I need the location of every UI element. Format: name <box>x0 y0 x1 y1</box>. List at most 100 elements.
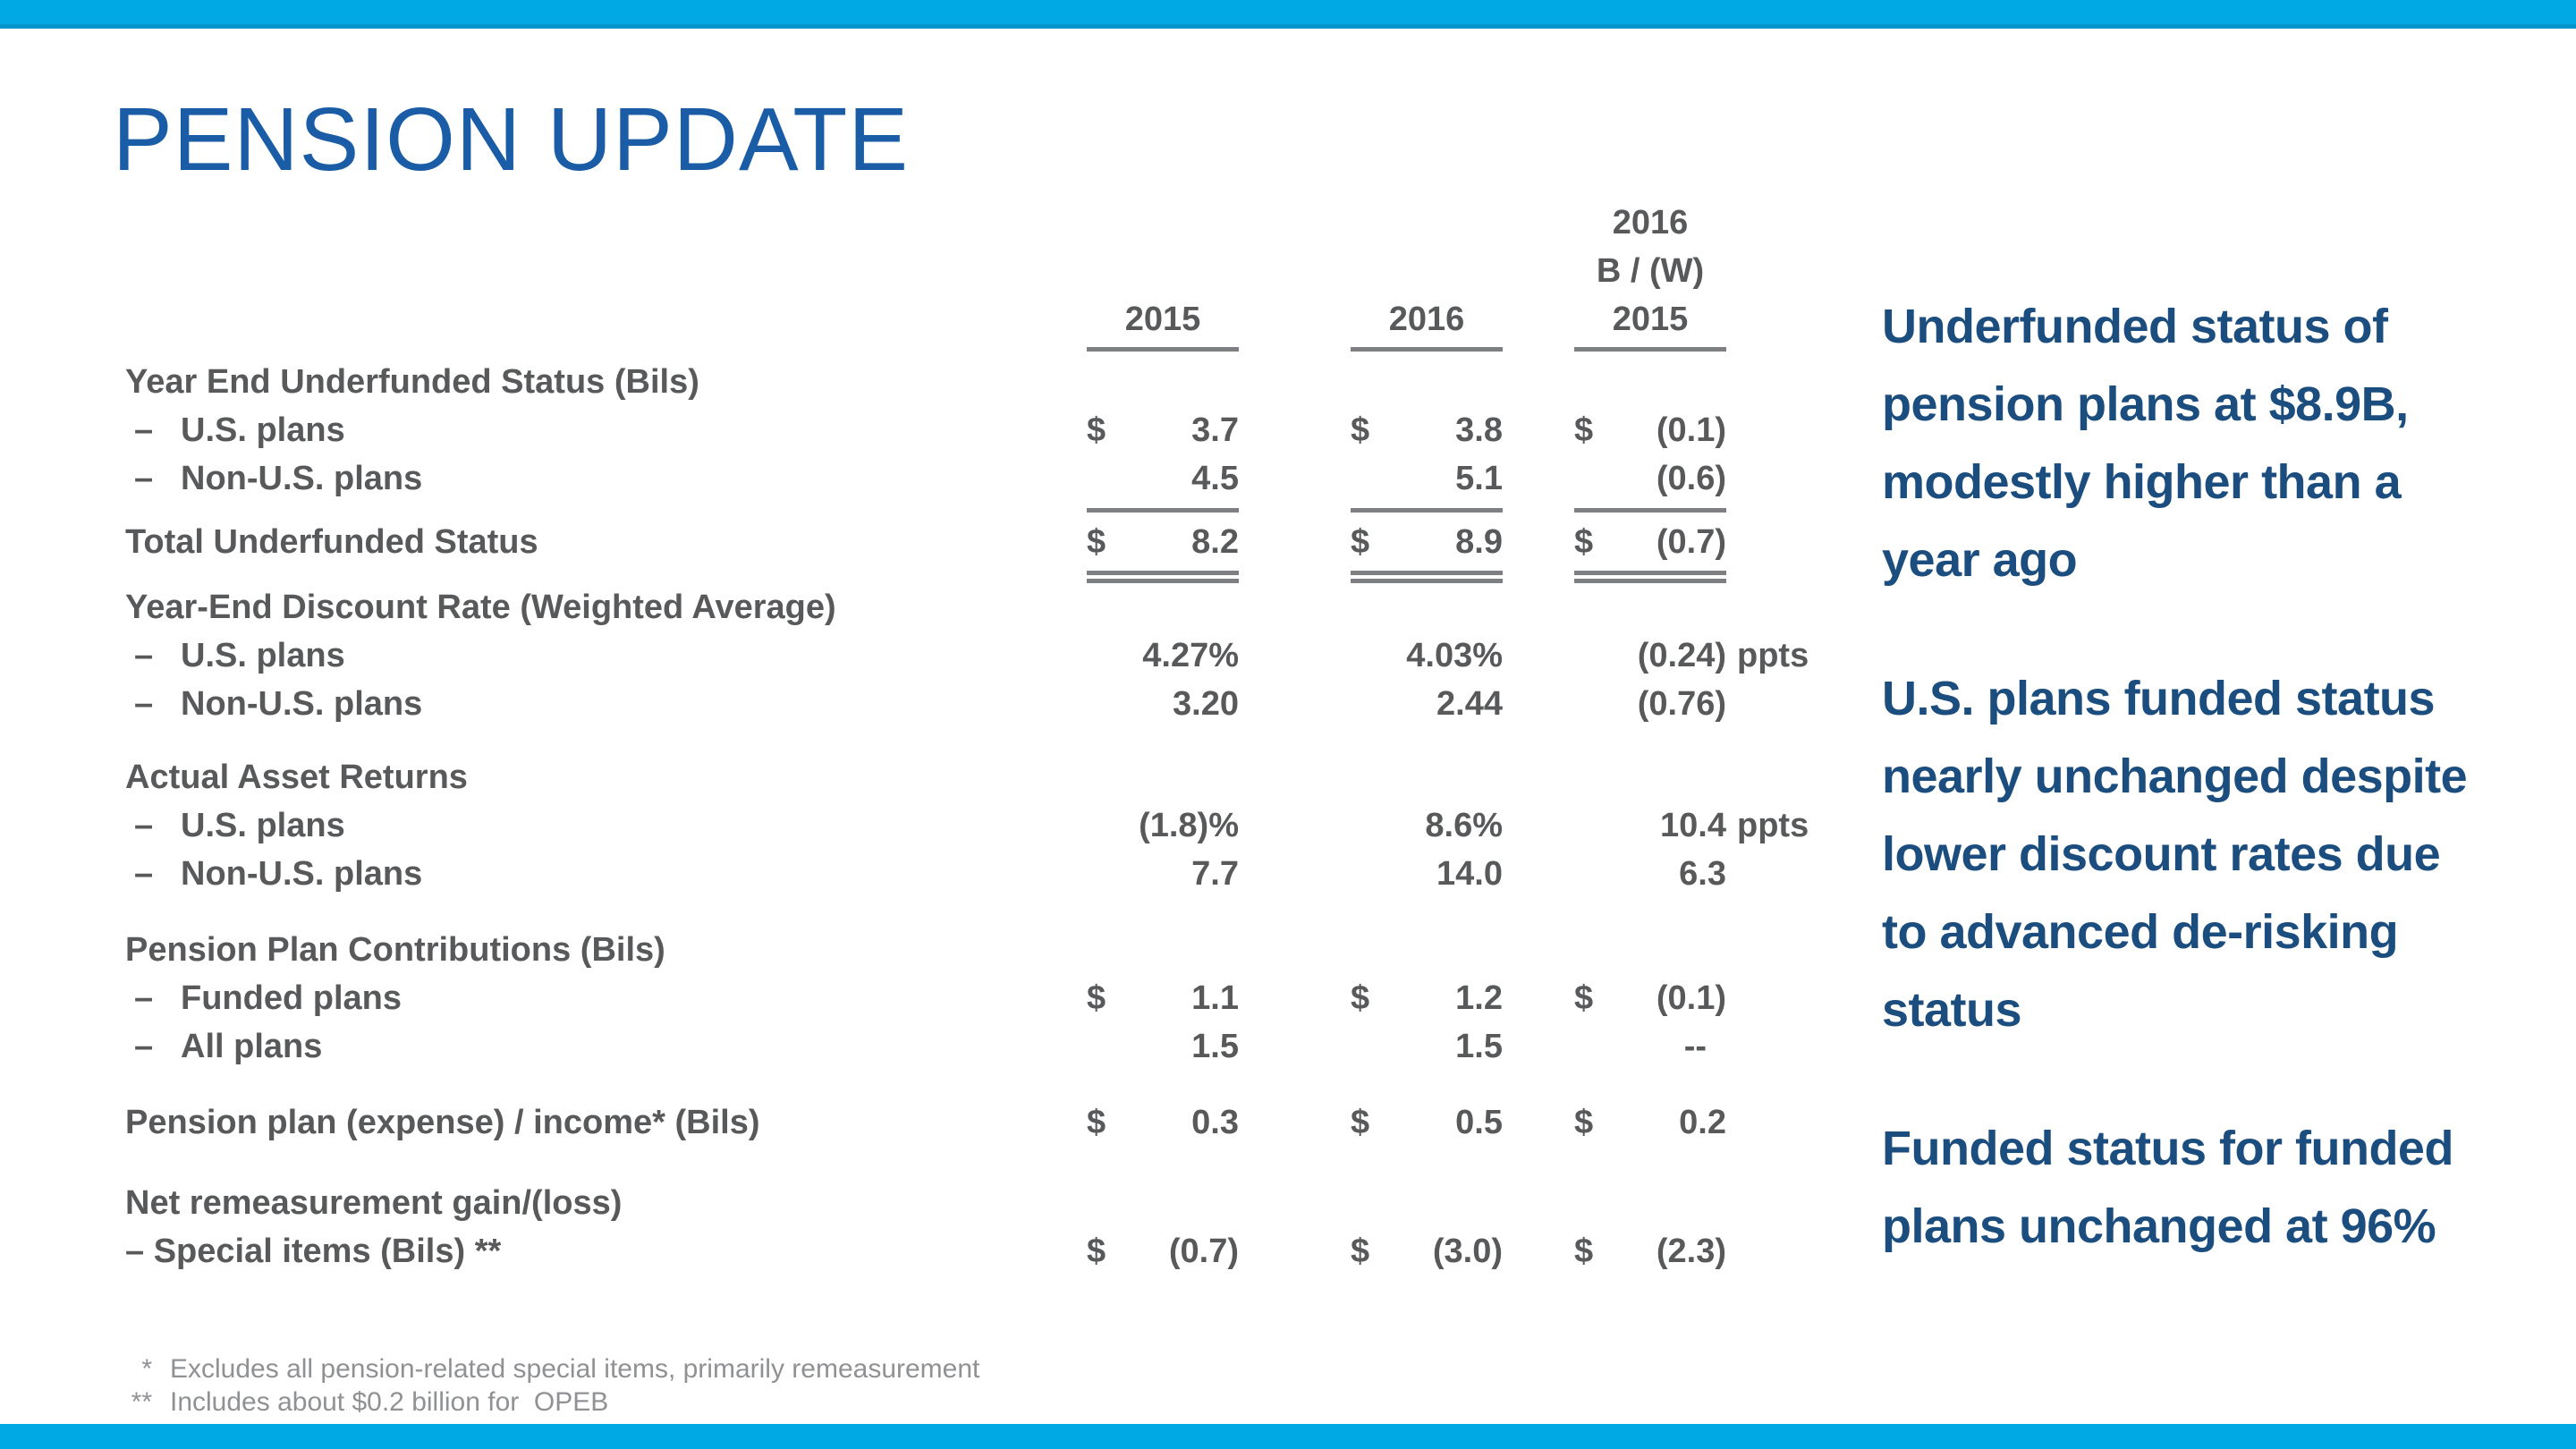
table-row: – All plans 1.5 1.5 -- <box>125 1022 1726 1071</box>
row-label: U.S. plans <box>181 411 345 449</box>
section-header-row: Year-End Discount Rate (Weighted Average… <box>125 583 1809 631</box>
cell-value: 3.8 <box>1455 411 1503 449</box>
row-label: All plans <box>181 1028 323 1065</box>
footnote-text: Excludes all pension-related special ite… <box>170 1354 980 1384</box>
cell-value: (0.24) <box>1637 637 1726 674</box>
table-row: – Funded plans $1.1 $1.2 $ (0.1) <box>125 974 1726 1022</box>
cell-value: 1.5 <box>1455 1028 1503 1065</box>
section-header-row: Actual Asset Returns <box>125 753 1809 801</box>
insight-funded-plans-96: Funded status for funded plans unchanged… <box>1882 1122 2453 1253</box>
unit-suffix: ppts <box>1737 637 1809 674</box>
dollar-sign: $ <box>1087 979 1106 1017</box>
row-dash: – <box>134 979 154 1017</box>
cell-2015: 4.5 <box>1087 454 1239 513</box>
row-label: Total Underfunded Status <box>125 523 538 561</box>
cell-2016: $ (3.0) <box>1351 1227 1503 1275</box>
cell-bw: $ (0.7) <box>1574 518 1726 583</box>
cell-bw: $ (2.3) <box>1574 1227 1726 1275</box>
cell-value: 8.6% <box>1425 807 1503 844</box>
table-row: Pension plan (expense) / income* (Bils) … <box>125 1098 1726 1147</box>
table-row: – Non-U.S. plans 3.20 2.44 (0.76) <box>125 680 1809 728</box>
footnote-marker: ** <box>131 1387 152 1417</box>
section-header-row: Pension Plan Contributions (Bils) <box>125 926 1726 974</box>
dollar-sign: $ <box>1574 979 1594 1017</box>
cell-value: (0.7) <box>1168 1233 1239 1270</box>
cell-value: 0.5 <box>1455 1104 1503 1141</box>
total-row: Total Underfunded Status $8.2 $8.9 $ (0.7… <box>125 518 1726 583</box>
unit-suffix: ppts <box>1737 807 1809 844</box>
cell-value: 1.2 <box>1455 979 1503 1017</box>
cell-value: (0.1) <box>1656 979 1726 1017</box>
row-dash: – <box>134 637 154 674</box>
cell-2016: 14.0 <box>1351 850 1503 898</box>
section-label: Actual Asset Returns <box>125 758 468 796</box>
dollar-sign: $ <box>1574 411 1594 449</box>
row-net-remeasurement: Net remeasurement gain/(loss) – Special … <box>125 1179 1726 1275</box>
cell-2016: 2.44 <box>1351 680 1503 728</box>
insight-us-funded-status: U.S. plans funded status nearly unchange… <box>1882 672 2468 1037</box>
dollar-sign: $ <box>1574 1233 1594 1270</box>
cell-value: 0.2 <box>1679 1104 1726 1141</box>
cell-2015: $8.2 <box>1087 518 1239 583</box>
cell-value: 3.7 <box>1191 411 1239 449</box>
cell-value: 3.20 <box>1173 685 1239 723</box>
row-dash: – <box>134 807 154 844</box>
dollar-sign: $ <box>1574 523 1594 561</box>
cell-bw: (0.24) <box>1574 631 1726 680</box>
cell-2016: 8.6% <box>1351 801 1503 850</box>
section-header-row: Year End Underfunded Status (Bils) <box>125 358 1726 406</box>
cell-value: 8.9 <box>1455 523 1503 561</box>
dollar-sign: $ <box>1351 979 1370 1017</box>
cell-bw: $0.2 <box>1574 1098 1726 1147</box>
cell-2016: 4.03% <box>1351 631 1503 680</box>
footnotes: * Excludes all pension-related special i… <box>100 1352 980 1419</box>
table-row: – U.S. plans (1.8)% 8.6% 10.4 ppts <box>125 801 1809 850</box>
cell-2016: $1.2 <box>1351 974 1503 1022</box>
section-discount-rate: Year-End Discount Rate (Weighted Average… <box>125 583 1809 728</box>
row-dash: – <box>134 411 154 449</box>
row-label: Non-U.S. plans <box>181 460 423 497</box>
cell-2015: 3.20 <box>1087 680 1239 728</box>
cell-2015: $3.7 <box>1087 406 1239 454</box>
cell-2016: 1.5 <box>1351 1022 1503 1071</box>
section-label: Year-End Discount Rate (Weighted Average… <box>125 589 836 626</box>
insight-callouts: Underfunded status of pension plans at $… <box>1882 288 2576 1266</box>
row-label: – Special items (Bils) ** <box>125 1233 502 1270</box>
cell-value: -- <box>1683 1028 1707 1065</box>
cell-value: 7.7 <box>1191 855 1239 893</box>
cell-2015: $1.1 <box>1087 974 1239 1022</box>
cell-bw: 10.4 <box>1574 801 1726 850</box>
cell-value: (0.76) <box>1637 685 1726 723</box>
row-label: Net remeasurement gain/(loss) <box>125 1184 623 1222</box>
cell-value: 4.27% <box>1142 637 1239 674</box>
row-label: Funded plans <box>181 979 402 1017</box>
footnote-text: Includes about $0.2 billion for OPEB <box>170 1387 609 1417</box>
bottom-accent-bar <box>0 1424 2576 1449</box>
cell-bw: 6.3 <box>1574 850 1726 898</box>
cell-2015: (1.8)% <box>1087 801 1239 850</box>
row-label: U.S. plans <box>181 637 345 674</box>
cell-2016: $0.5 <box>1351 1098 1503 1147</box>
cell-value: 8.2 <box>1191 523 1239 561</box>
cell-2015: $0.3 <box>1087 1098 1239 1147</box>
cell-value: (0.7) <box>1656 523 1726 561</box>
cell-value: 4.5 <box>1191 460 1239 497</box>
section-contributions: Pension Plan Contributions (Bils) – Funde… <box>125 926 1726 1071</box>
cell-bw: $ (0.1) <box>1574 974 1726 1022</box>
row-dash: – <box>134 685 154 723</box>
dollar-sign: $ <box>1351 411 1370 449</box>
column-header-2016: 2016 <box>1351 295 1503 352</box>
table-row: – Non-U.S. plans 4.5 5.1 (0.6) <box>125 454 1726 513</box>
dollar-sign: $ <box>1351 1233 1370 1270</box>
section-asset-returns: Actual Asset Returns – U.S. plans (1.8)% … <box>125 753 1809 898</box>
section-header-row: Net remeasurement gain/(loss) <box>125 1179 1726 1227</box>
cell-value: (2.3) <box>1656 1233 1726 1270</box>
cell-value: 5.1 <box>1455 460 1503 497</box>
row-label: U.S. plans <box>181 807 345 844</box>
dollar-sign: $ <box>1087 1233 1106 1270</box>
table-row: – Special items (Bils) ** $ (0.7) $ (3.0) … <box>125 1227 1726 1275</box>
row-pension-expense-income: Pension plan (expense) / income* (Bils) … <box>125 1098 1726 1147</box>
cell-value: 10.4 <box>1660 807 1726 844</box>
cell-2016: $8.9 <box>1351 518 1503 583</box>
row-label: Non-U.S. plans <box>181 685 423 723</box>
